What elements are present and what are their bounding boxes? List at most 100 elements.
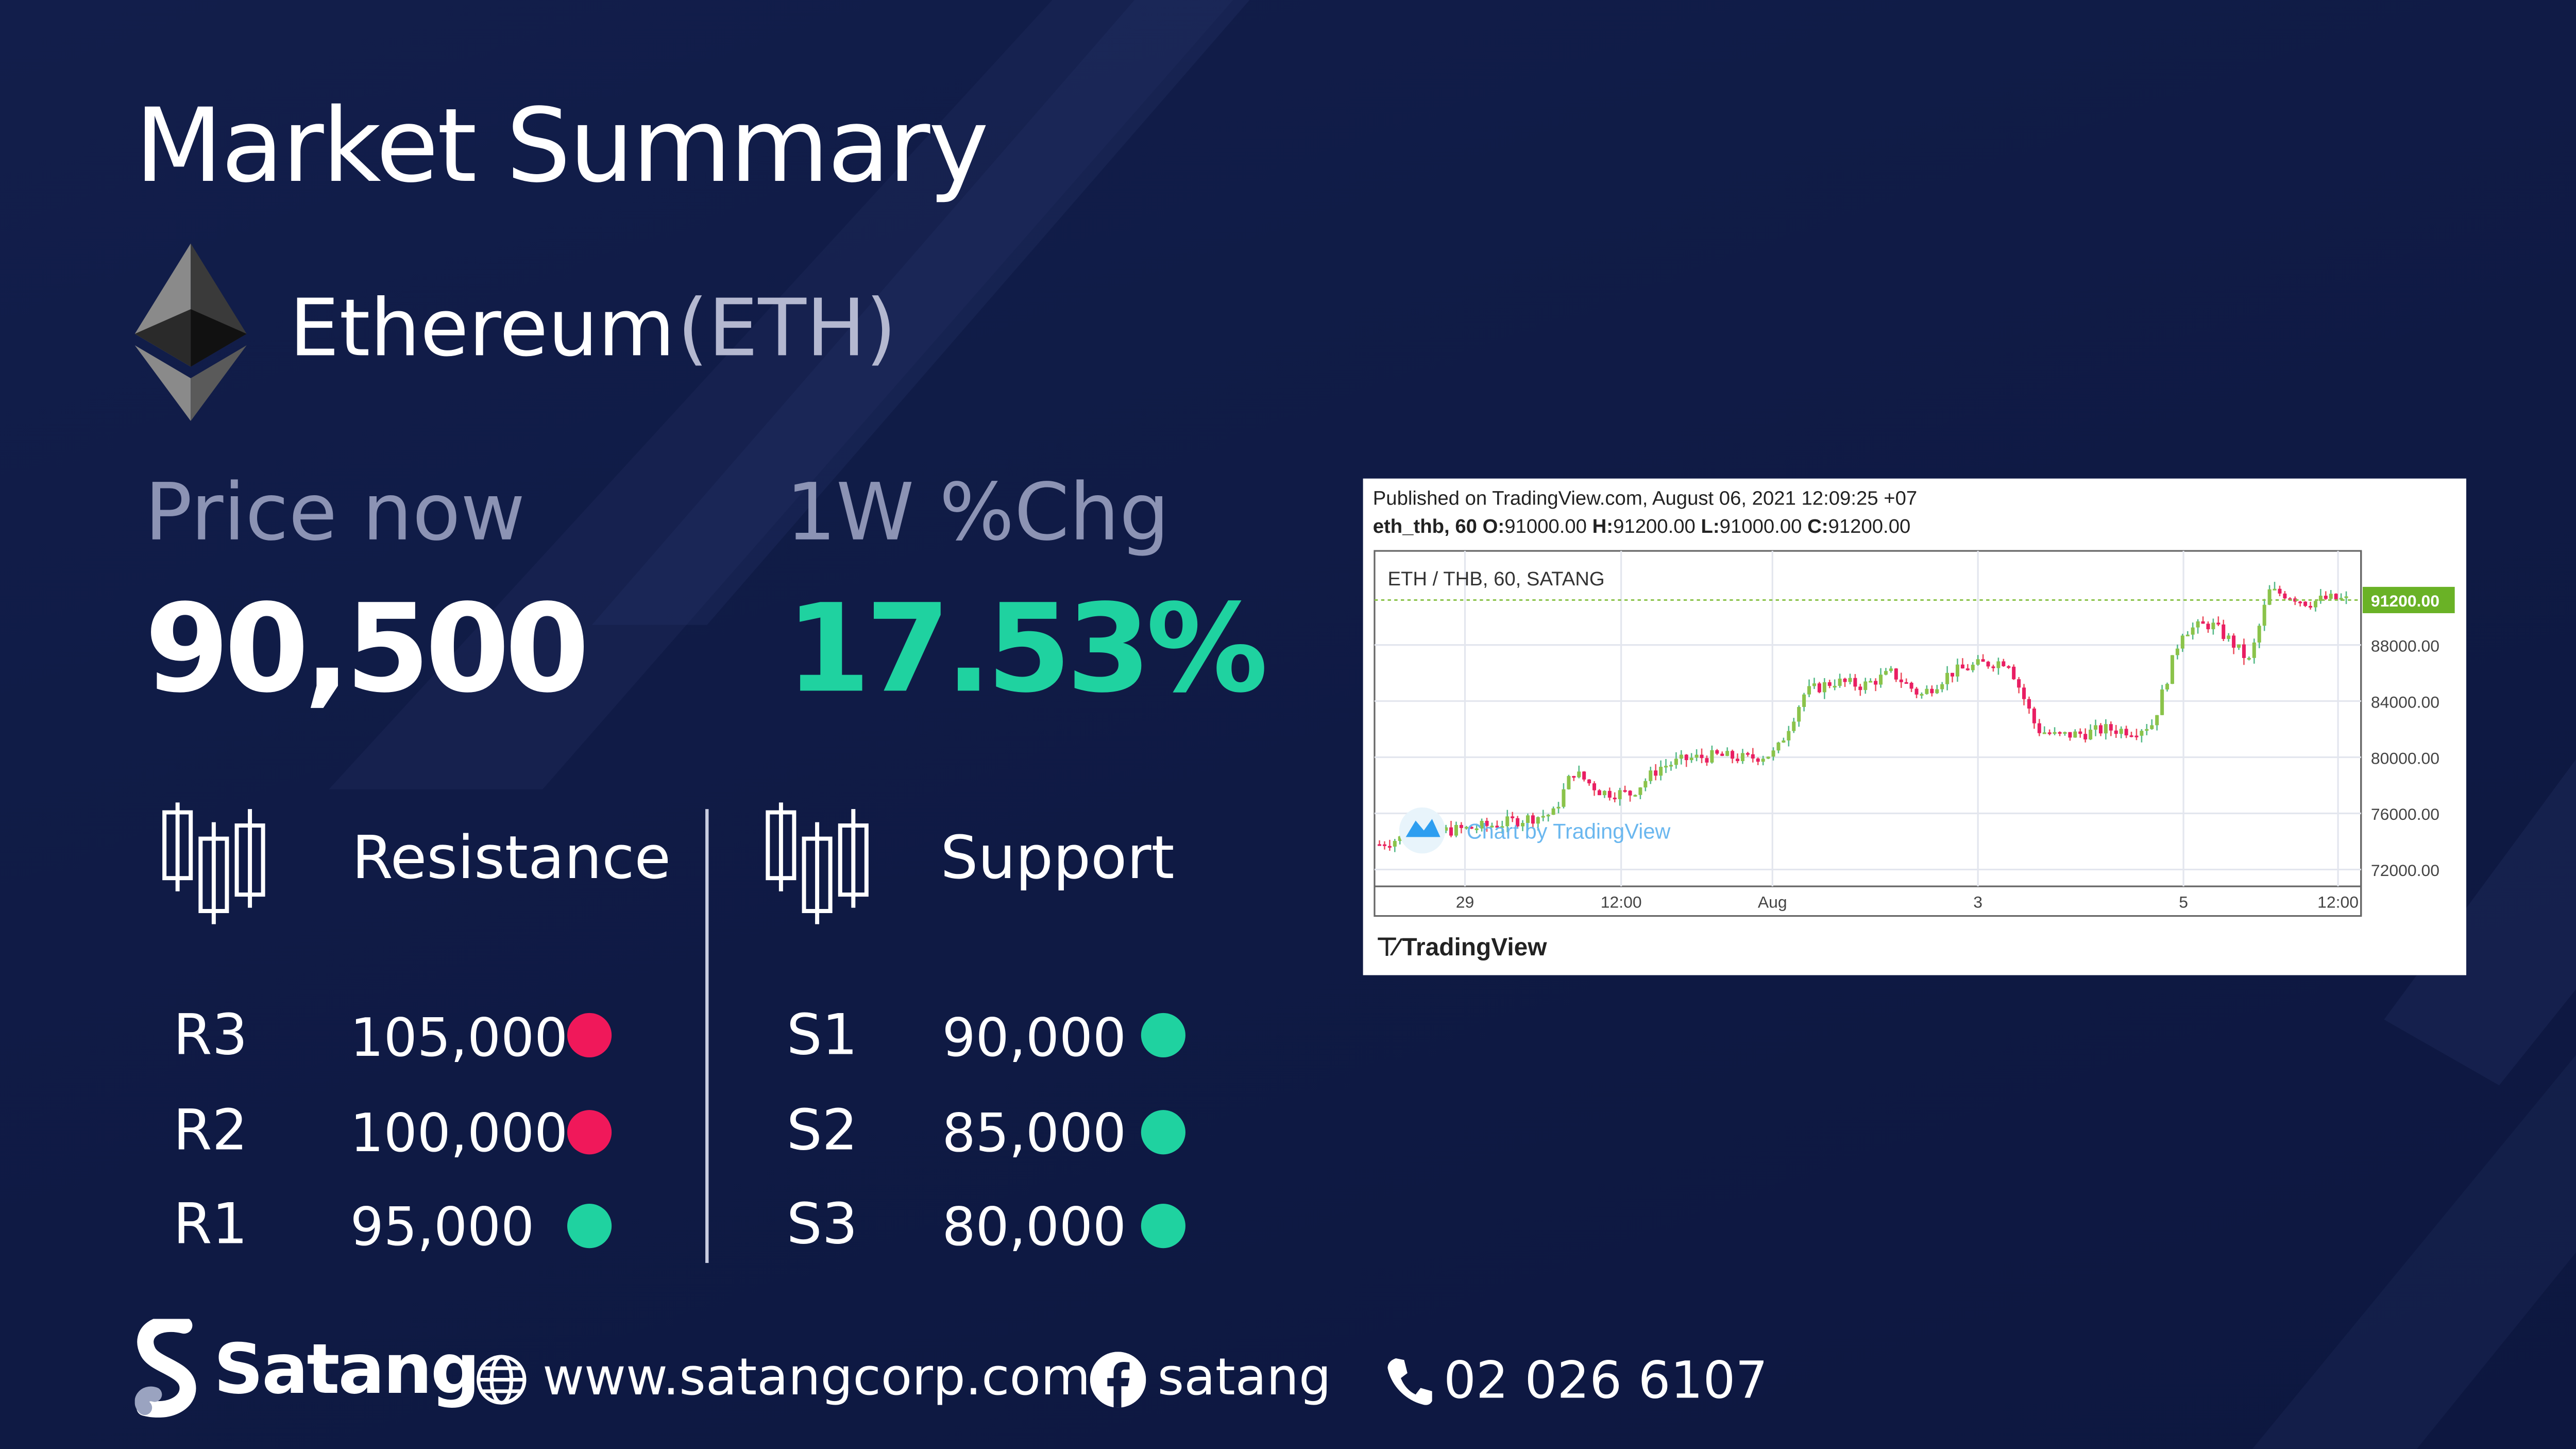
candle-body — [2201, 621, 2205, 624]
candle-body — [1976, 659, 1980, 665]
candle-body — [2324, 596, 2328, 599]
candle-body — [1996, 661, 2001, 668]
candle-body — [1935, 689, 1939, 694]
candle-body — [1899, 679, 1903, 682]
support-value-s1: 90,000 — [942, 1006, 1126, 1069]
candle-body — [2140, 731, 2144, 736]
tradingview-mark-icon: ⊤∕ — [1376, 934, 1398, 962]
candle-body — [1700, 754, 1704, 759]
candle-body — [1654, 770, 1658, 776]
candle-body — [1787, 731, 1791, 740]
candle-body — [1475, 828, 1479, 830]
candle-body — [2278, 588, 2282, 594]
candle-body — [2022, 687, 2026, 699]
candle-body — [1756, 759, 1760, 762]
support-code-s3: S3 — [786, 1192, 858, 1258]
candle-body — [2237, 644, 2241, 648]
candle-body — [1526, 815, 1530, 823]
support-value-s3: 80,000 — [942, 1195, 1126, 1258]
candle-body — [1679, 754, 1683, 759]
status-dot-green — [1141, 1204, 1185, 1249]
phone-icon — [1387, 1358, 1432, 1405]
plot-frame — [1374, 550, 2362, 917]
resistance-code-r3: R3 — [173, 1003, 248, 1069]
candle-body — [1838, 678, 1842, 686]
candle-body — [1945, 672, 1950, 684]
candle-body — [2007, 666, 2011, 668]
last-price-label: 91200.00 — [2371, 592, 2439, 610]
price-chart-card[interactable]: Published on TradingView.com, August 06,… — [1363, 478, 2466, 975]
candle-body — [1659, 767, 1663, 776]
candle-body — [1761, 759, 1765, 762]
candle-body — [2232, 635, 2236, 648]
coin-name: Ethereum — [289, 282, 675, 375]
candle-body — [1469, 827, 1473, 829]
candle-body — [1531, 815, 1535, 824]
phone-number[interactable]: 02 026 6107 — [1443, 1352, 1768, 1411]
candle-body — [1731, 751, 1735, 759]
candle-body — [2098, 725, 2103, 734]
candle-body — [2058, 732, 2062, 734]
candle-body — [2180, 635, 2184, 649]
candle-body — [2002, 661, 2006, 666]
candle-body — [2313, 601, 2317, 608]
candle-body — [1904, 682, 1908, 684]
coin-symbol: (ETH) — [677, 282, 896, 375]
candle-body — [1387, 846, 1392, 848]
facebook-link[interactable]: satang — [1157, 1348, 1331, 1408]
candle-body — [1914, 688, 1919, 695]
candle-body — [1745, 753, 1750, 755]
candle-body — [2247, 658, 2251, 660]
candle-body — [1740, 753, 1744, 762]
candle-body — [2252, 642, 2256, 658]
candle-body — [2104, 724, 2108, 734]
support-value-s2: 85,000 — [942, 1102, 1126, 1165]
candle-body — [1628, 790, 1632, 796]
candle-body — [1618, 790, 1622, 799]
tradingview-logo: ⊤∕ TradingView — [1376, 932, 1547, 962]
resistance-value-r1: 95,000 — [350, 1195, 535, 1258]
status-dot-red — [567, 1110, 612, 1155]
candle-body — [1607, 790, 1612, 798]
candle-body — [2119, 729, 2123, 734]
candle-body — [2227, 635, 2231, 639]
candle-body — [1858, 686, 1862, 690]
candle-body — [1649, 770, 1653, 781]
candle-body — [1551, 808, 1555, 815]
ohlc-low-label: L: — [1701, 514, 1720, 538]
status-dot-green — [1141, 1013, 1185, 1058]
x-tick-label: 12:00 — [2317, 893, 2359, 912]
candle-body — [1776, 743, 1781, 751]
published-note: Published on TradingView.com, August 06,… — [1372, 486, 1918, 510]
candle-body — [1925, 688, 1929, 694]
candle-body — [1715, 750, 1719, 754]
candle-body — [1971, 664, 1975, 670]
candle-body — [1495, 825, 1499, 828]
watermark: Chart by TradingView — [1399, 807, 1671, 854]
candle-body — [2283, 593, 2287, 599]
price-chart: 88000.00 84000.00 80000.00 76000.00 72000.00… — [1374, 550, 2455, 917]
website-link[interactable]: www.satangcorp.com — [543, 1348, 1091, 1408]
ohlc-close: 91200.00 — [1828, 514, 1911, 538]
candle-body — [1909, 683, 1913, 689]
candle-body — [1485, 820, 1489, 826]
candle-body — [1454, 824, 1458, 836]
price-now-label: Price now — [144, 467, 526, 560]
candle-body — [2053, 732, 2057, 734]
x-tick-label: 12:00 — [1601, 893, 1642, 912]
candle-body — [1638, 787, 1642, 795]
candle-body — [2145, 729, 2149, 731]
x-tick-labels: 29 12:00 Aug 3 5 12:00 — [1456, 893, 2359, 912]
candle-body — [1792, 721, 1796, 731]
candle-body — [2309, 605, 2313, 608]
candle-body — [1602, 790, 1606, 796]
candle-body — [2298, 601, 2302, 603]
watermark-icon — [1405, 819, 1440, 837]
candle-body — [2262, 604, 2266, 626]
candle-body — [1817, 683, 1821, 693]
resistance-value-r3: 105,000 — [350, 1006, 568, 1069]
resistance-code-r1: R1 — [173, 1192, 248, 1258]
candle-body — [2339, 598, 2343, 600]
x-tick-label: 5 — [2179, 893, 2188, 912]
candle-body — [1766, 756, 1770, 759]
